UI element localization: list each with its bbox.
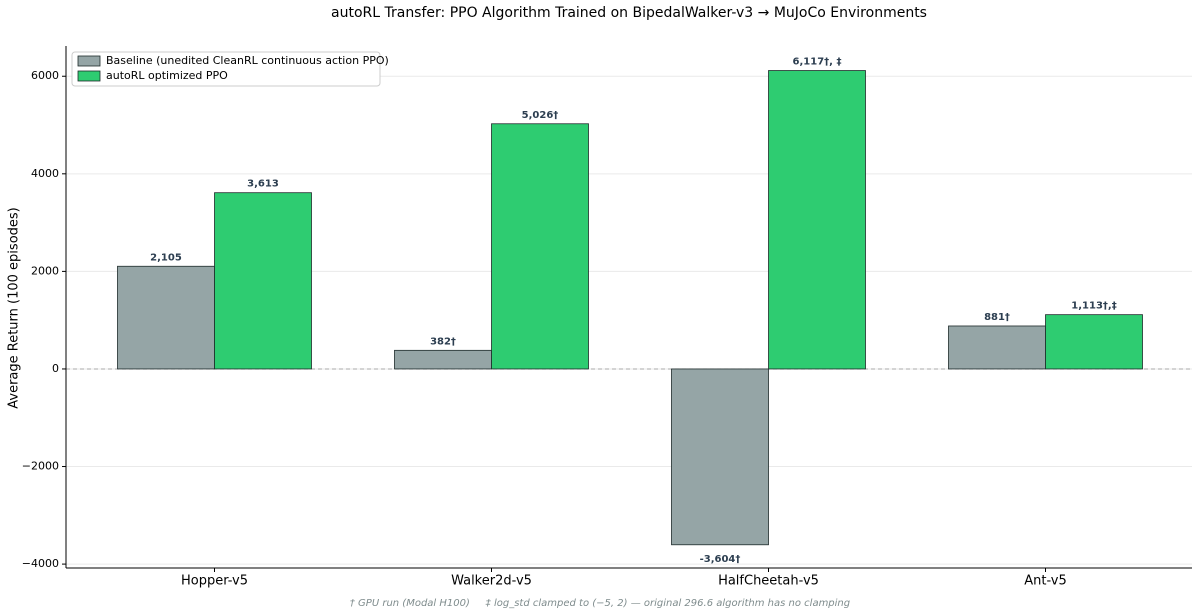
y-tick-label: −2000 — [22, 460, 59, 473]
legend-label: autoRL optimized PPO — [106, 69, 228, 82]
x-tick-label: HalfCheetah-v5 — [718, 574, 819, 589]
value-label: 881† — [984, 312, 1010, 323]
legend-frame — [71, 51, 381, 87]
value-label: 6,117†, ‡ — [793, 57, 842, 68]
value-label: 5,026† — [522, 110, 559, 121]
bar — [394, 349, 492, 370]
y-tick-label: 4000 — [31, 167, 59, 180]
bar — [768, 70, 866, 370]
y-tick-label: 6000 — [31, 69, 59, 82]
bar — [214, 192, 312, 370]
value-label: 2,105 — [150, 252, 182, 263]
legend-swatch — [77, 70, 101, 82]
bar — [117, 265, 215, 370]
footnote: † GPU run (Modal H100) ‡ log_std clamped… — [350, 598, 850, 609]
x-tick-label: Hopper-v5 — [181, 574, 248, 589]
bar — [948, 325, 1046, 370]
value-label: 382† — [430, 336, 456, 347]
value-label: 3,613 — [247, 179, 279, 190]
y-tick-label: 2000 — [31, 264, 59, 277]
legend-label: Baseline (unedited CleanRL continuous ac… — [106, 54, 389, 67]
value-label: -3,604† — [700, 554, 741, 565]
y-tick-label: 0 — [52, 362, 59, 375]
bar — [671, 368, 769, 546]
legend: Baseline (unedited CleanRL continuous ac… — [71, 51, 389, 87]
chart-title: autoRL Transfer: PPO Algorithm Trained o… — [331, 5, 927, 21]
y-tick-label: −4000 — [22, 557, 59, 570]
y-axis-label: Average Return (100 episodes) — [7, 207, 22, 409]
bar — [1045, 314, 1143, 370]
bar — [491, 123, 589, 370]
value-label: 1,113†,‡ — [1071, 301, 1116, 312]
x-tick-label: Walker2d-v5 — [451, 574, 532, 589]
x-tick-label: Ant-v5 — [1024, 574, 1067, 589]
legend-swatch — [77, 55, 101, 67]
